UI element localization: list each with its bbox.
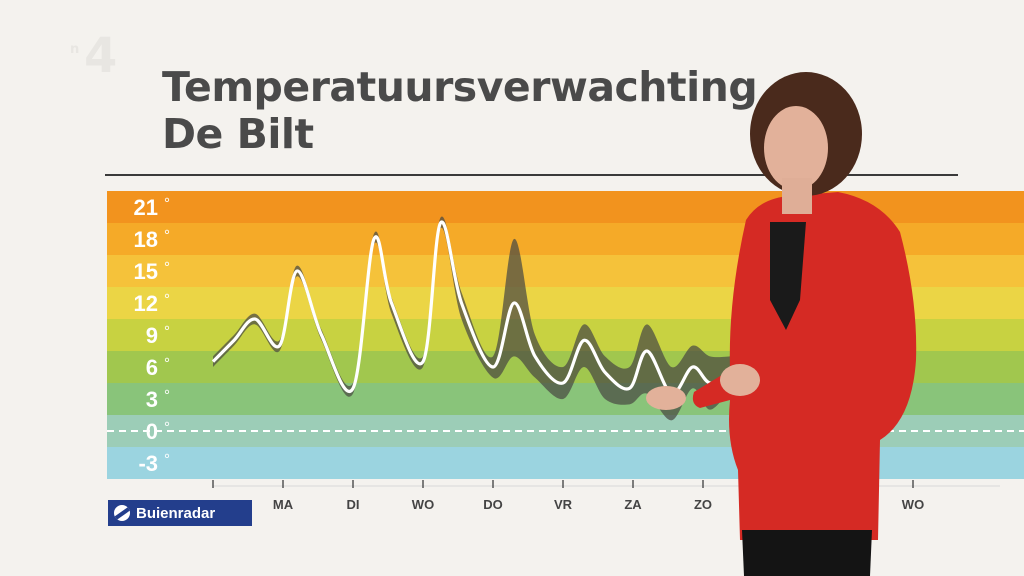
buienradar-mark-icon: [114, 505, 130, 521]
y-tick-degree: °: [164, 387, 170, 404]
x-tick-label: ZO: [694, 497, 712, 512]
y-tick-degree: °: [164, 323, 170, 340]
x-tick-label: WO: [412, 497, 434, 512]
x-tick-label: DI: [347, 497, 360, 512]
buienradar-logo: Buienradar: [108, 500, 252, 526]
title-line-2: De Bilt: [162, 110, 314, 158]
x-axis: ZOMADIWODOVRZAZOMADIWO: [204, 480, 1000, 512]
y-tick-label: 12: [134, 291, 158, 316]
temperature-band: [107, 447, 1024, 479]
temperature-band: [107, 287, 1024, 319]
x-tick-label: VR: [554, 497, 573, 512]
temperature-bands: [107, 191, 1024, 479]
x-tick-label: WO: [902, 497, 924, 512]
x-tick-label: DI: [837, 497, 850, 512]
title-line-1: Temperatuursverwachting: [162, 63, 758, 111]
y-tick-degree: °: [164, 355, 170, 372]
y-tick-degree: °: [164, 195, 170, 212]
title-divider: [105, 174, 958, 176]
y-tick-label: 21: [134, 195, 158, 220]
temperature-band: [107, 191, 1024, 223]
y-tick-degree: °: [164, 291, 170, 308]
y-tick-degree: °: [164, 227, 170, 244]
y-tick-labels: 21 ° 18 ° 15 ° 12 ° 9 ° 6 ° 3 ° 0 ° -3 °: [134, 195, 170, 476]
y-tick-label: -3: [138, 451, 158, 476]
y-tick-label: 9: [146, 323, 158, 348]
channel-logo-small: n: [70, 42, 80, 57]
y-tick-degree: °: [164, 259, 170, 276]
y-tick-degree: °: [164, 419, 170, 436]
buienradar-label: Buienradar: [136, 504, 216, 522]
page-title: Temperatuursverwachting De Bilt: [162, 63, 758, 158]
channel-logo-big: 4: [84, 28, 118, 84]
x-tick-label: ZA: [624, 497, 642, 512]
y-tick-label: 6: [146, 355, 158, 380]
y-tick-label: 15: [134, 259, 158, 284]
y-tick-label: 18: [134, 227, 158, 252]
x-tick-label: DO: [483, 497, 503, 512]
x-tick-label: MA: [763, 497, 784, 512]
temperature-line: [211, 220, 732, 396]
channel-logo: n 4: [70, 32, 120, 84]
x-tick-label: MA: [273, 497, 294, 512]
temperature-band: [107, 255, 1024, 287]
y-tick-label: 0: [146, 419, 158, 444]
temperature-band: [107, 223, 1024, 255]
y-tick-label: 3: [146, 387, 158, 412]
y-tick-degree: °: [164, 451, 170, 468]
